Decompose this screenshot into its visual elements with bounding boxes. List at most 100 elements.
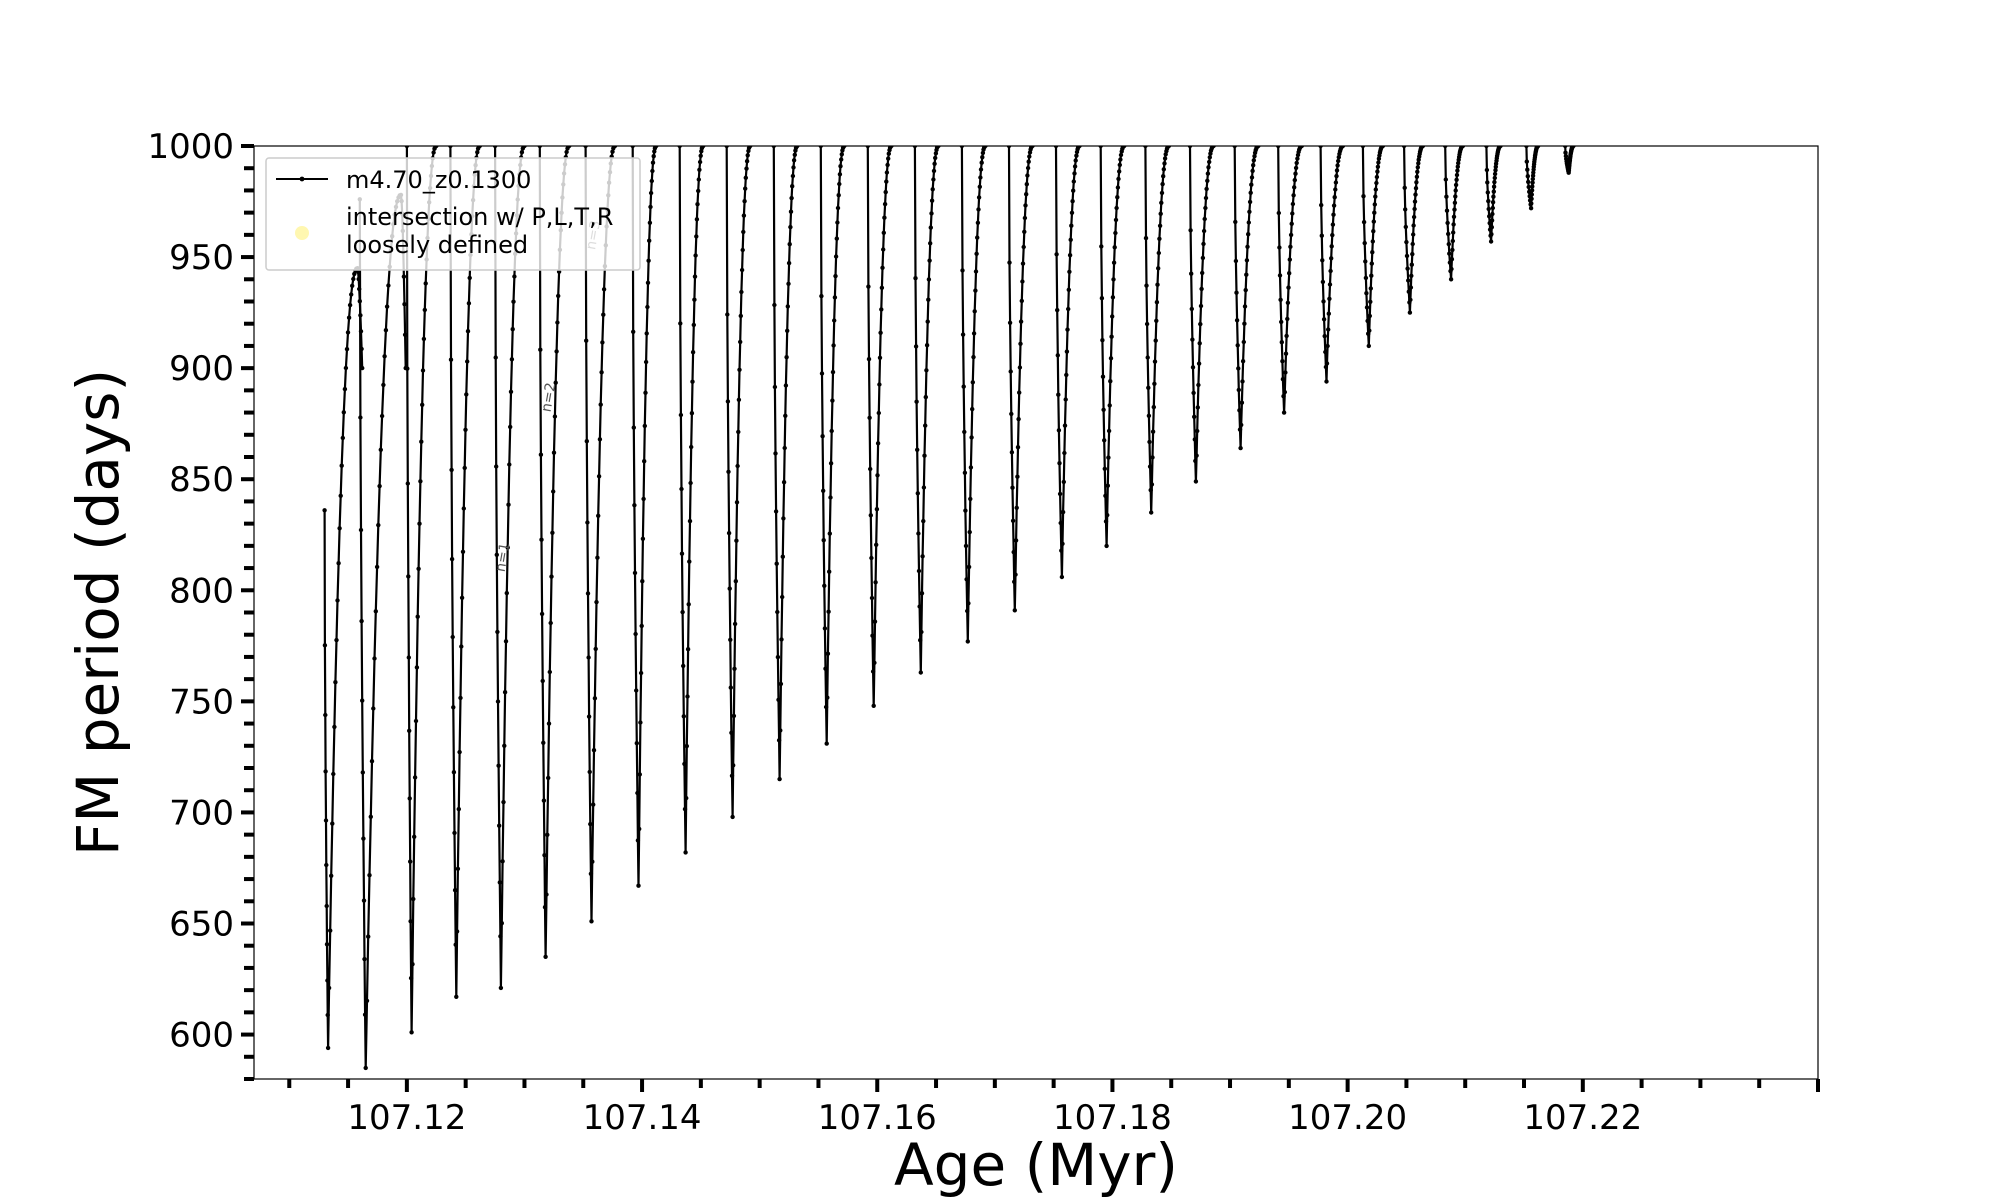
- series-point: [1016, 416, 1021, 422]
- x-axis-title: Age (Myr): [894, 1131, 1178, 1199]
- series-point: [1233, 219, 1238, 225]
- series-point: [542, 905, 548, 910]
- series-point: [916, 531, 921, 536]
- series-point: [1373, 194, 1378, 199]
- series-point: [507, 462, 512, 467]
- series-point: [1146, 385, 1151, 390]
- series-point: [874, 542, 879, 547]
- series-point: [1293, 165, 1299, 171]
- series-point: [967, 529, 972, 535]
- series-point: [725, 312, 730, 317]
- series-point: [612, 146, 618, 149]
- series-point: [696, 177, 701, 182]
- series-point: [1331, 203, 1337, 208]
- series-point: [979, 160, 984, 165]
- series-point: [334, 637, 339, 643]
- series-point: [1368, 299, 1373, 304]
- series-point: [1199, 286, 1204, 292]
- series-point: [736, 397, 742, 402]
- series-point: [371, 706, 376, 711]
- series-point: [677, 146, 682, 149]
- series-point: [1022, 229, 1027, 234]
- series-point: [1192, 437, 1198, 442]
- series-point: [819, 293, 824, 299]
- series-point: [326, 985, 332, 991]
- series-point: [466, 301, 472, 306]
- series-point: [549, 574, 554, 579]
- series-point: [1148, 487, 1153, 493]
- series-point: [1370, 250, 1375, 255]
- series-point: [960, 332, 966, 337]
- series-point: [1320, 279, 1326, 285]
- series-point: [1327, 296, 1332, 301]
- series-point: [362, 956, 367, 962]
- series-point: [1205, 178, 1210, 183]
- series-point: [679, 486, 684, 492]
- series-point: [1454, 177, 1459, 182]
- series-point: [866, 356, 872, 362]
- legend-box: [265, 157, 641, 271]
- series-point: [685, 647, 691, 652]
- series-line-loop: [1188, 146, 1214, 482]
- series-point: [647, 238, 652, 243]
- series-point: [973, 269, 979, 274]
- series-point: [795, 146, 800, 149]
- series-point: [637, 826, 642, 832]
- series-point: [1239, 422, 1244, 428]
- series-point: [382, 354, 387, 359]
- series-point: [1288, 232, 1294, 238]
- series-point: [1371, 219, 1377, 224]
- series-point: [1234, 290, 1239, 295]
- series-point: [1276, 210, 1282, 216]
- series-point: [976, 195, 982, 200]
- series-point: [599, 370, 604, 375]
- series-point: [1021, 244, 1026, 250]
- series-point: [1017, 390, 1022, 395]
- series-point: [1414, 174, 1420, 179]
- series-point: [691, 322, 696, 328]
- series-point: [1410, 251, 1415, 257]
- series-point: [733, 579, 738, 584]
- series-point: [413, 718, 419, 724]
- series-point: [983, 146, 988, 149]
- series-point: [829, 428, 834, 434]
- series-point: [1292, 185, 1297, 190]
- series-point: [823, 704, 829, 710]
- series-point: [492, 146, 498, 149]
- series-point: [773, 451, 778, 456]
- series-point: [684, 795, 689, 801]
- series-point: [461, 506, 466, 511]
- series-point: [962, 470, 968, 475]
- series-point: [968, 496, 973, 502]
- series-point: [1073, 158, 1078, 163]
- series-point: [346, 315, 352, 320]
- series-point: [1196, 382, 1201, 388]
- series-point: [417, 521, 422, 526]
- series-point: [886, 151, 891, 156]
- series-point: [868, 513, 873, 518]
- series-point: [685, 694, 690, 699]
- series-point: [695, 202, 700, 207]
- series-point: [680, 609, 685, 615]
- series-point: [779, 637, 784, 642]
- series-point: [495, 629, 500, 635]
- series-point: [434, 146, 439, 149]
- series-point: [748, 146, 753, 149]
- series-point: [1486, 198, 1491, 204]
- series-point: [914, 399, 919, 404]
- series-point: [1072, 164, 1078, 169]
- series-point: [697, 167, 702, 172]
- series-point: [586, 714, 592, 719]
- series-point: [407, 796, 412, 801]
- series-point: [1161, 174, 1166, 179]
- series-point: [682, 761, 687, 767]
- series-point: [1098, 146, 1103, 149]
- series-point: [690, 379, 695, 384]
- series-point: [786, 260, 792, 266]
- series-point: [1066, 306, 1071, 312]
- series-point: [936, 146, 941, 149]
- series-point: [1408, 297, 1413, 302]
- series-point: [589, 919, 594, 924]
- series-point: [1334, 168, 1340, 173]
